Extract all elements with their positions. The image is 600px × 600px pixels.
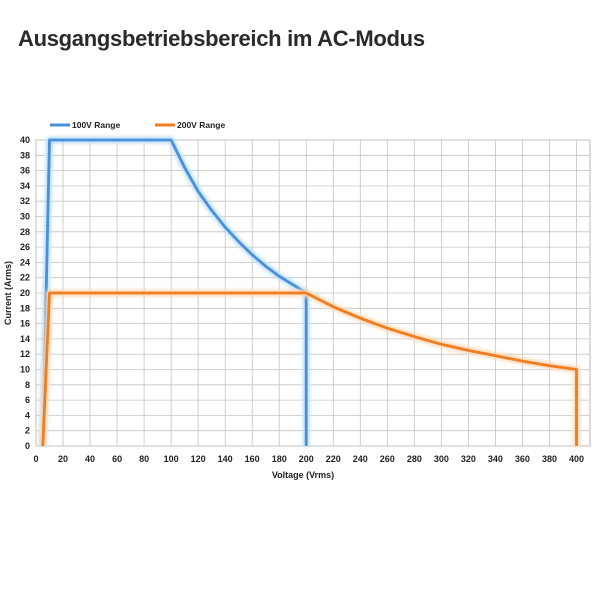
- y-axis-label: Current (Arms): [3, 261, 13, 325]
- x-tick-label: 160: [245, 454, 260, 464]
- y-tick-label: 18: [20, 303, 30, 313]
- series-layer: [39, 136, 580, 447]
- x-tick-label: 240: [353, 454, 368, 464]
- y-tick-label: 24: [20, 257, 30, 267]
- x-tick-label: 380: [542, 454, 557, 464]
- x-tick-label: 100: [164, 454, 179, 464]
- x-tick-label: 260: [380, 454, 395, 464]
- y-tick-label: 38: [20, 150, 30, 160]
- y-tick-label: 34: [20, 181, 30, 191]
- series-line: [41, 138, 308, 447]
- y-tick-label: 6: [25, 395, 30, 405]
- series-line: [41, 291, 578, 447]
- y-tick-label: 32: [20, 196, 30, 206]
- legend-label: 100V Range: [72, 120, 120, 130]
- y-tick-label: 2: [25, 426, 30, 436]
- x-tick-label: 200: [299, 454, 314, 464]
- ticks: 0 20 40 60 80 100 120 140 160 180 200 220 240 260 280 3…: [20, 135, 584, 464]
- y-tick-label: 26: [20, 242, 30, 252]
- y-tick-label: 10: [20, 365, 30, 375]
- y-tick-label: 4: [25, 410, 30, 420]
- x-tick-label: 120: [191, 454, 206, 464]
- x-tick-label: 280: [407, 454, 422, 464]
- legend: 100V Range 200V Range: [50, 120, 225, 130]
- y-tick-label: 20: [20, 288, 30, 298]
- page-title: Ausgangsbetriebsbereich im AC-Modus: [18, 26, 425, 51]
- y-tick-label: 12: [20, 349, 30, 359]
- x-tick-label: 400: [569, 454, 584, 464]
- x-tick-label: 320: [461, 454, 476, 464]
- y-tick-label: 36: [20, 166, 30, 176]
- x-tick-label: 300: [434, 454, 449, 464]
- x-tick-label: 20: [58, 454, 68, 464]
- y-tick-label: 40: [20, 135, 30, 145]
- y-tick-label: 28: [20, 227, 30, 237]
- x-tick-label: 60: [112, 454, 122, 464]
- x-tick-label: 220: [326, 454, 341, 464]
- y-tick-label: 0: [25, 441, 30, 451]
- x-tick-label: 140: [218, 454, 233, 464]
- y-tick-label: 16: [20, 319, 30, 329]
- y-tick-label: 22: [20, 273, 30, 283]
- x-tick-label: 340: [488, 454, 503, 464]
- x-tick-label: 80: [139, 454, 149, 464]
- y-tick-label: 14: [20, 334, 30, 344]
- x-tick-label: 40: [85, 454, 95, 464]
- y-tick-label: 8: [25, 380, 30, 390]
- y-tick-label: 30: [20, 212, 30, 222]
- x-tick-label: 180: [272, 454, 287, 464]
- x-tick-label: 0: [33, 454, 38, 464]
- legend-label: 200V Range: [177, 120, 225, 130]
- x-axis-label: Voltage (Vrms): [272, 470, 334, 480]
- x-tick-label: 360: [515, 454, 530, 464]
